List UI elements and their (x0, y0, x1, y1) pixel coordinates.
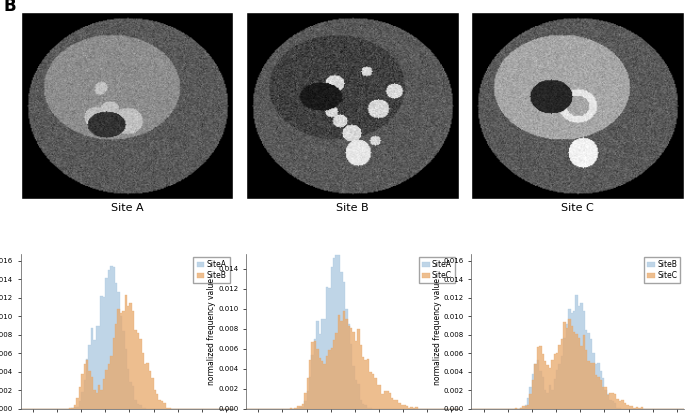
Legend: SiteB, SiteC: SiteB, SiteC (644, 257, 680, 283)
X-axis label: Site C: Site C (561, 203, 594, 213)
Polygon shape (469, 319, 686, 409)
Legend: SiteA, SiteC: SiteA, SiteC (419, 257, 455, 283)
Y-axis label: normalized frequency value: normalized frequency value (433, 278, 442, 385)
Legend: SiteA, SiteB: SiteA, SiteB (193, 257, 229, 283)
Polygon shape (244, 254, 461, 409)
Text: B: B (3, 0, 17, 15)
Polygon shape (19, 294, 236, 409)
X-axis label: Site B: Site B (336, 203, 369, 213)
Y-axis label: normalized frequency value: normalized frequency value (207, 278, 216, 385)
Polygon shape (469, 294, 686, 409)
Polygon shape (19, 266, 236, 409)
X-axis label: Site A: Site A (111, 203, 143, 213)
Polygon shape (244, 311, 461, 409)
